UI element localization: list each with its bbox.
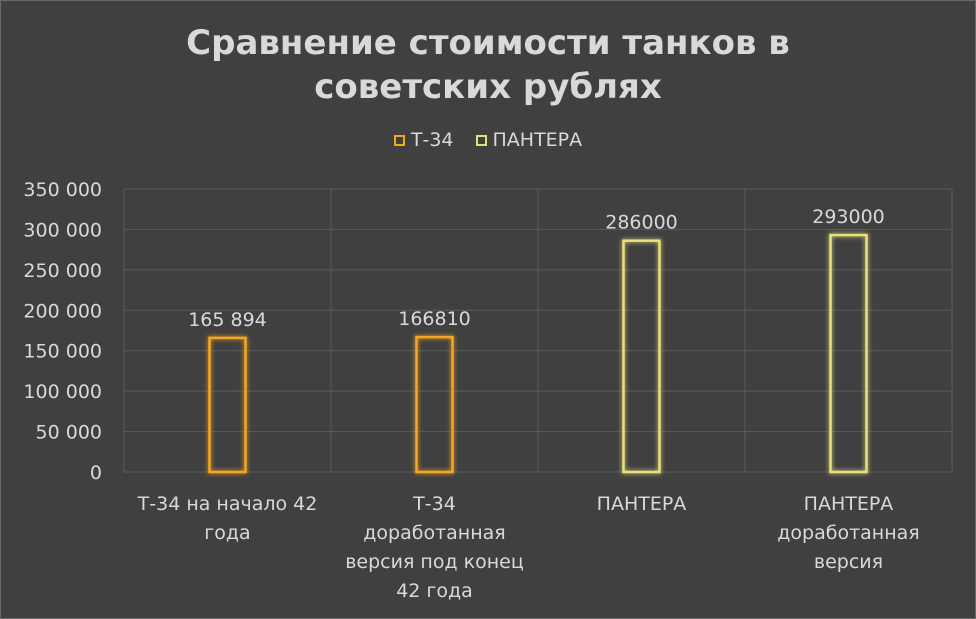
category-label-line: доработанная [777, 522, 919, 544]
legend-swatch-panther [475, 134, 487, 146]
legend-item-panther: ПАНТЕРА [475, 129, 583, 151]
bars [208, 233, 868, 474]
x-axis-categories: Т-34 на начало 42 года Т-34 доработанная вер… [137, 493, 920, 602]
bar-panther-2 [622, 239, 661, 474]
category-label-line: ПАНТЕРА [597, 493, 687, 515]
y-tick-label: 350 000 [23, 179, 102, 201]
y-tick-label: 300 000 [23, 219, 102, 241]
data-labels: 165 894 166810 286000 293000 [188, 206, 885, 331]
legend-label-panther: ПАНТЕРА [492, 129, 583, 151]
bar-t34-0 [208, 336, 247, 474]
y-tick-label: 150 000 [23, 341, 102, 363]
bar-t34-1 [415, 335, 454, 474]
bar-panther-3 [829, 233, 868, 474]
y-axis-ticks: 0 50 000 100 000 150 000 200 000 250 000 300 0… [23, 179, 102, 484]
data-label: 293000 [812, 206, 885, 228]
y-tick-label: 0 [90, 462, 102, 484]
category-label-line: версия под конец [345, 551, 524, 573]
y-tick-label: 100 000 [23, 381, 102, 403]
category-label-line: года [204, 522, 250, 544]
category-label-line: доработанная [363, 522, 505, 544]
data-label: 286000 [605, 212, 678, 234]
gridlines [123, 188, 953, 473]
legend: Т-34 ПАНТЕРА [1, 129, 975, 151]
category-label-line: версия [814, 551, 883, 573]
y-tick-label: 50 000 [36, 422, 102, 444]
category-label-line: Т-34 на начало 42 [137, 493, 318, 515]
category-label-2: ПАНТЕРА [597, 493, 687, 515]
chart-title-line-1: Сравнение стоимости танков в [186, 23, 790, 63]
y-tick-label: 200 000 [23, 300, 102, 322]
y-tick-label: 250 000 [23, 260, 102, 282]
data-label: 166810 [398, 308, 471, 330]
category-label-1: Т-34 доработанная версия под конец 42 года [345, 493, 524, 602]
category-label-line: ПАНТЕРА [804, 493, 894, 515]
data-label: 165 894 [188, 309, 267, 331]
category-label-line: Т-34 [412, 493, 456, 515]
category-label-line: 42 года [396, 580, 473, 602]
chart-title-line-2: советских рублях [314, 67, 662, 107]
legend-label-t34: Т-34 [410, 129, 454, 151]
category-label-3: ПАНТЕРА доработанная версия [777, 493, 919, 573]
chart-title: Сравнение стоимости танков в советских р… [1, 21, 975, 109]
legend-swatch-t34 [393, 134, 405, 146]
category-label-0: Т-34 на начало 42 года [137, 493, 318, 544]
legend-item-t34: Т-34 [393, 129, 454, 151]
